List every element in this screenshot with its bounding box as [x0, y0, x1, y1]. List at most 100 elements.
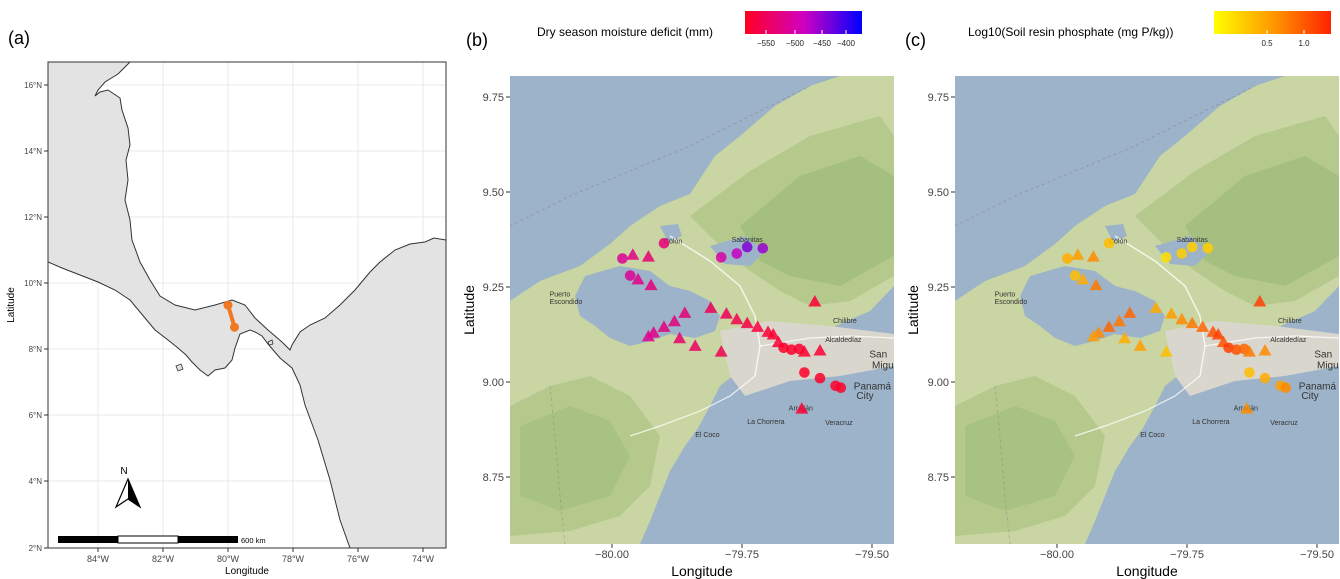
panel_b-y-tick-label: 8.75	[483, 472, 504, 484]
transect-points	[223, 300, 239, 332]
panel-a-y-tick-label: 16°N	[24, 81, 42, 90]
panel_c-y-tick-label: 9.50	[928, 187, 949, 199]
panel_b-site-triangle	[730, 312, 744, 325]
panel_b-site-circle	[715, 252, 727, 263]
panel_b-site-circle	[757, 242, 769, 254]
panel_c-site-triangle	[1076, 272, 1090, 285]
panel_c-place-label: Puerto	[995, 292, 1016, 299]
panel-a-x-tick-label: 80°W	[217, 554, 240, 564]
panel_c-site-triangle	[1123, 306, 1137, 318]
panel_c-y-tick-label: 9.00	[928, 377, 949, 389]
panel_c-place-label: Escondido	[995, 299, 1028, 306]
panel_c-site-circle	[1069, 270, 1081, 281]
panel-b-legend-title: Dry season moisture deficit (mm)	[537, 25, 713, 39]
panel_c-site-triangle	[1240, 402, 1254, 414]
panel_c-site-triangle	[1159, 345, 1173, 357]
panel-a-frame	[47, 61, 447, 549]
panel_b-place-label: Veracruz	[825, 420, 853, 427]
panel_c-site-triangle	[1102, 320, 1116, 332]
panel_c-place-label: San	[1314, 349, 1332, 360]
panel_b-site-triangle	[631, 272, 645, 285]
panel_b-place-label: Miguelito	[872, 361, 912, 372]
panel_b-site-triangle	[657, 320, 671, 332]
panel-b: (b) Dry season moisture deficit (mm) −55…	[461, 11, 912, 579]
panel-c-legend-title: Log10(Soil resin phosphate (mg P/kg))	[968, 25, 1173, 39]
panel_b-y-tick-label: 9.75	[483, 92, 504, 104]
panel_c-x-tick-label: −79.75	[1170, 549, 1204, 561]
panel_c-site-triangle	[1164, 307, 1178, 319]
panel-c-label: (c)	[905, 30, 926, 50]
panel_b-place-label: La Chorrera	[747, 419, 784, 426]
panel-a-x-tick-label: 84°W	[87, 554, 110, 564]
panel_c-site-triangle	[1211, 328, 1225, 340]
panel-c-colorbar	[1214, 11, 1331, 34]
panel-a-y-tick-label: 10°N	[24, 279, 42, 288]
transect-point	[223, 300, 233, 310]
panel_c-site-triangle	[1086, 329, 1100, 342]
panel-a-ylabel: Latitude	[6, 287, 17, 323]
panel_c-site-triangle	[1133, 339, 1147, 351]
panel-a-x-tick-label: 74°W	[412, 554, 435, 564]
transect-point	[230, 322, 239, 332]
panel_b-place-label: Puerto	[550, 292, 571, 299]
panel_c-y-tick-label: 8.75	[928, 472, 949, 484]
panel_c-site-triangle	[1089, 278, 1103, 291]
panel_c-place-label: Miguelito	[1317, 361, 1340, 372]
panel_c-x-tick-label: −79.50	[1300, 549, 1334, 561]
panel_b-x-tick-label: −79.50	[855, 549, 889, 561]
panel_c-site-triangle	[1149, 301, 1163, 313]
panel_b-place-label: Alcaldedíaz	[825, 337, 862, 344]
panel-a-y-tick-label: 4°N	[29, 477, 43, 486]
panel-b-legend-ticks: −550 −500 −450 −400	[757, 30, 856, 48]
panel-b-colorbar	[745, 11, 862, 34]
panel_c-site-triangle	[1118, 331, 1132, 344]
panel_b-y-tick-label: 9.00	[483, 377, 504, 389]
panel_c-site-circle	[1186, 241, 1198, 253]
panel_b-site-circle	[786, 344, 797, 356]
panel_c-site-triangle	[1071, 248, 1085, 260]
panel_b-place-label: Colón	[664, 238, 682, 245]
panel_c-legend-tick-label: 0.5	[1261, 39, 1273, 48]
panel_c-site-triangle	[1175, 312, 1189, 325]
panel_c-y-tick-label: 9.25	[928, 282, 949, 294]
panel-a-y-tick-label: 2°N	[29, 544, 43, 553]
panel_c-place-label: La Chorrera	[1192, 419, 1229, 426]
panel_b-site-triangle	[714, 345, 728, 357]
panel_b-site-triangle	[808, 294, 822, 307]
panel_c-site-triangle	[1086, 250, 1100, 262]
panel-c-ylabel: Latitude	[905, 285, 921, 335]
panel_c-site-circle	[1176, 248, 1188, 259]
panel-a: (a) 84°W 82°W 80°W 78°W 76°W 74°W 16°N 14°N 12°N…	[6, 28, 447, 577]
north-arrow: N	[114, 466, 142, 509]
panel_b-site-circle	[731, 248, 743, 259]
panel-c-basemap	[955, 76, 1339, 544]
panel_c-place-label: Sabanitas	[1177, 237, 1209, 244]
panel_b-site-triangle	[641, 329, 655, 342]
panel_b-x-tick-label: −80.00	[595, 549, 629, 561]
central-america-landmass	[48, 62, 446, 548]
panel_b-site-circle	[617, 253, 628, 264]
scale-bar-label: 600 km	[241, 536, 266, 545]
panel-a-y-tick-label: 14°N	[24, 147, 42, 156]
panel_c-place-label: City	[1301, 391, 1318, 402]
panel_c-site-triangle	[1196, 320, 1210, 332]
panel_b-site-triangle	[813, 343, 827, 356]
panel_c-legend-tick-label: 1.0	[1298, 39, 1310, 48]
panel-c: (c) Log10(Soil resin phosphate (mg P/kg)…	[905, 11, 1340, 579]
panel_b-legend-tick-label: −400	[837, 39, 856, 48]
panel_b-site-triangle	[641, 250, 655, 262]
panel_b-site-circle	[658, 238, 670, 249]
panel_c-site-circle	[1202, 242, 1214, 254]
panel_c-place-label: Colón	[1109, 238, 1127, 245]
panel_b-place-label: Chilibre	[833, 318, 857, 325]
panel-b-xlabel: Longitude	[671, 563, 733, 579]
panel-a-x-tick-label: 76°W	[347, 554, 370, 564]
panel_b-legend-tick-label: −550	[757, 39, 776, 48]
panel-b-sites	[617, 238, 847, 414]
panel-a-xlabel: Longitude	[225, 566, 269, 577]
panel-b-ticks: −80.00 −79.75 −79.50 9.75 9.50 9.25 9.00 8.75	[483, 92, 889, 561]
panel-a-x-tick-label: 82°W	[152, 554, 175, 564]
panel_b-site-circle	[814, 372, 826, 384]
panel_b-site-triangle	[667, 314, 681, 327]
